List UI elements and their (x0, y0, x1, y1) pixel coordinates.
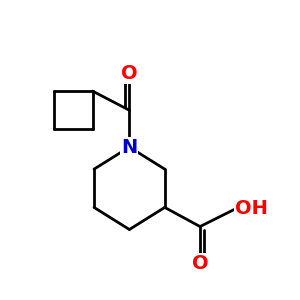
Text: O: O (192, 254, 208, 273)
Text: N: N (121, 138, 137, 157)
Text: O: O (121, 64, 138, 83)
Text: OH: OH (236, 200, 268, 218)
